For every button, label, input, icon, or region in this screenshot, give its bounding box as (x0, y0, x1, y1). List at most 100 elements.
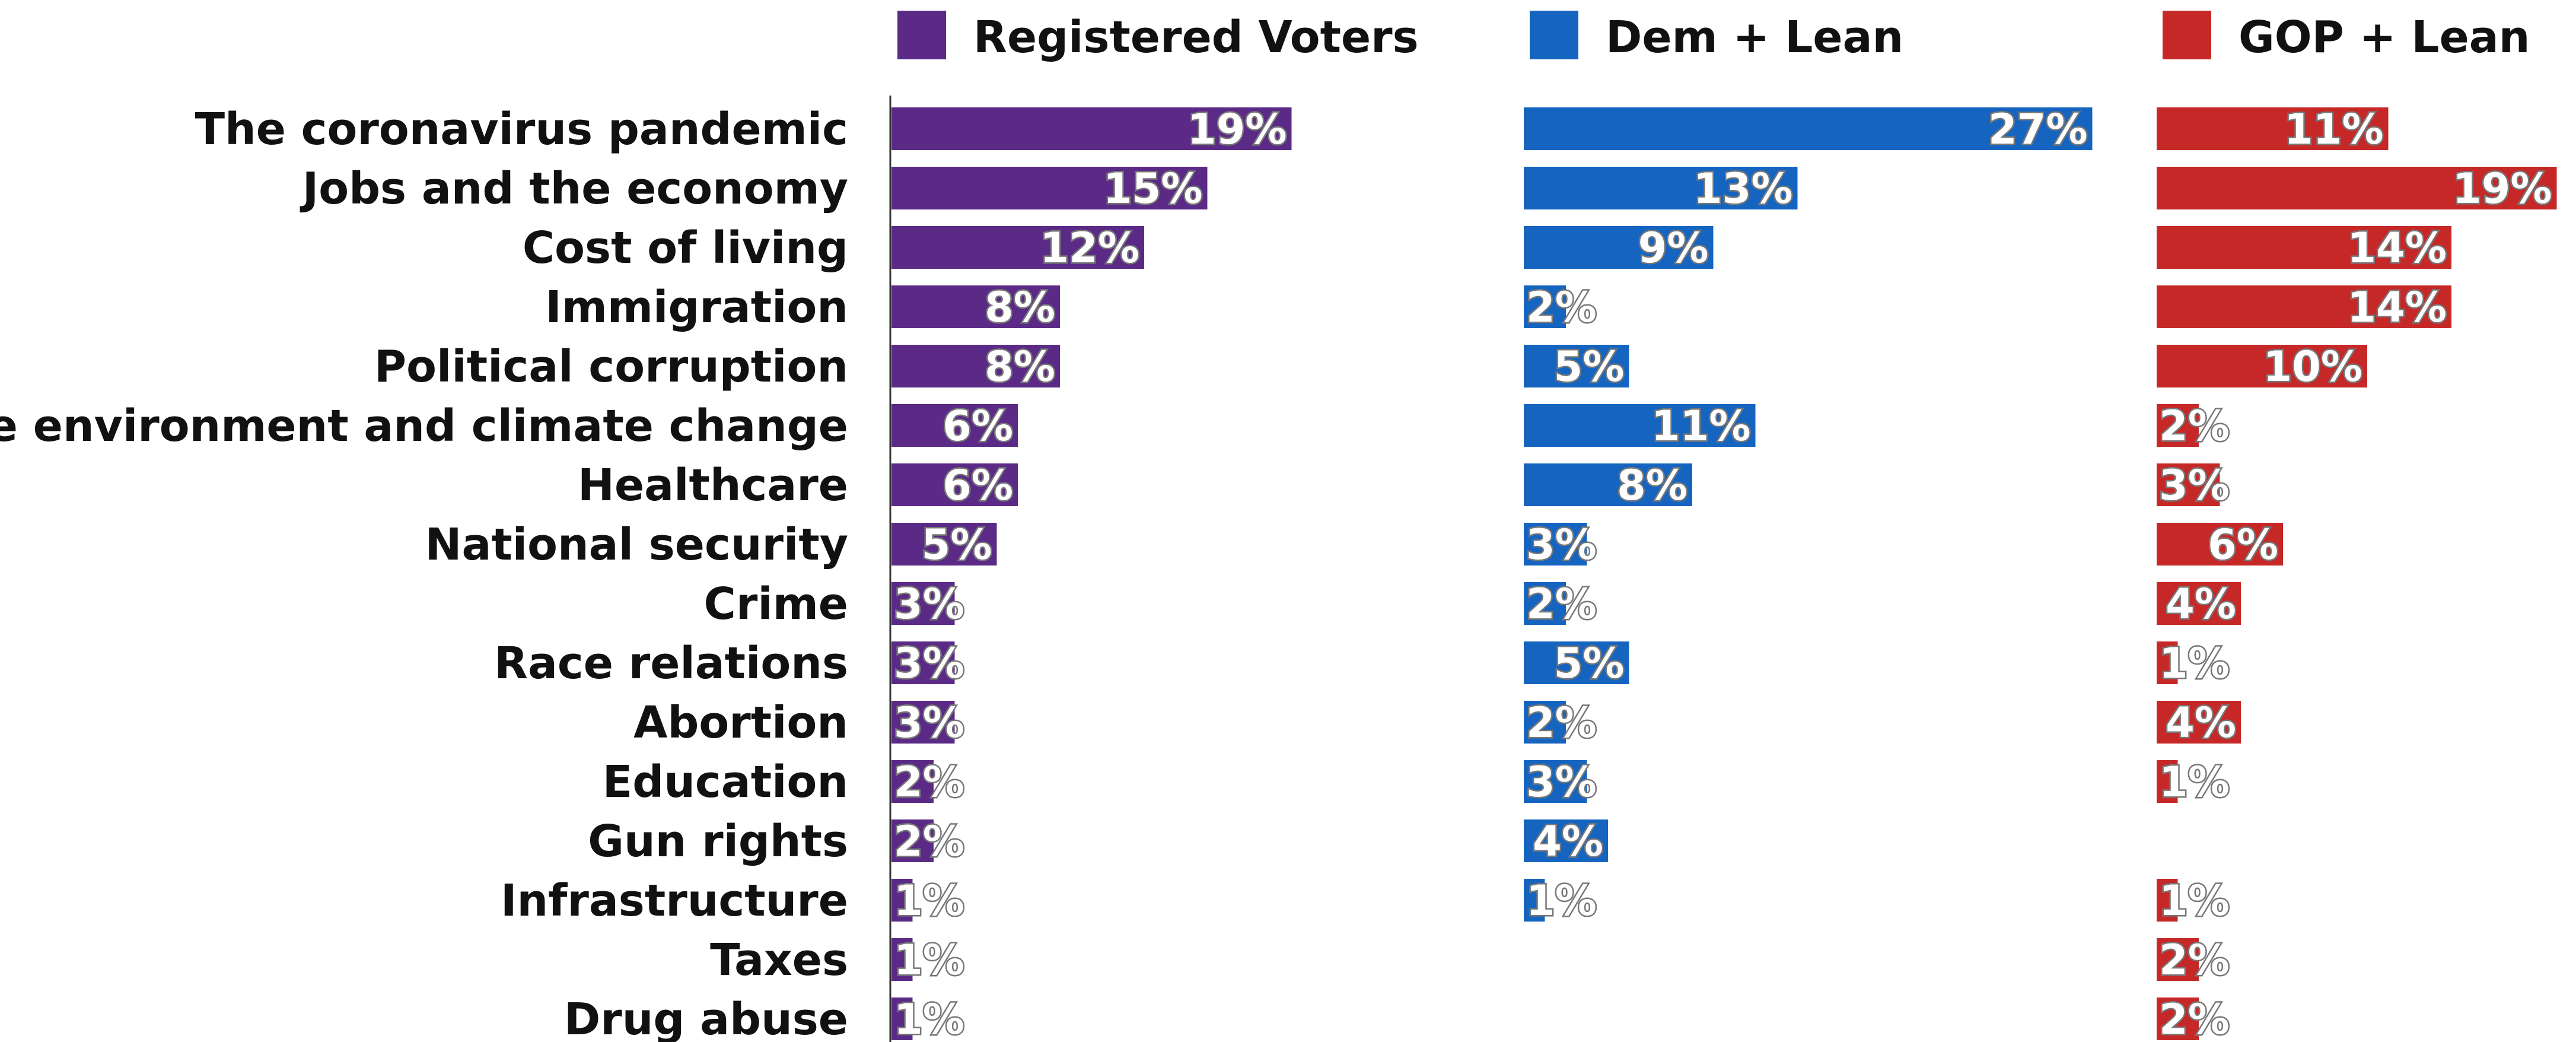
bar (891, 167, 1208, 209)
data-label: 1% (894, 995, 964, 1042)
data-label: 6% (2208, 520, 2278, 569)
bar (1524, 641, 1629, 684)
bar (1524, 226, 1714, 269)
legend-label: Registered Voters (973, 12, 1419, 63)
data-label: 8% (985, 283, 1055, 332)
data-label: 2% (894, 758, 964, 806)
category-label: Political corruption (374, 341, 848, 392)
bar (891, 701, 955, 744)
data-label: 2% (2159, 936, 2230, 984)
bar (1524, 879, 1545, 922)
bar (2157, 641, 2178, 684)
data-label: 2% (1526, 698, 1597, 747)
bar (2157, 404, 2199, 447)
data-label: 1% (2159, 758, 2230, 806)
category-label: Cost of living (523, 223, 848, 274)
bar (891, 582, 955, 625)
legend-swatch (897, 11, 946, 59)
bar (2157, 167, 2557, 209)
category-label: Immigration (545, 282, 848, 333)
bar (1524, 345, 1629, 387)
data-label: 3% (2159, 461, 2230, 510)
data-label: 5% (1554, 342, 1625, 391)
bar (891, 226, 1144, 269)
data-label: 1% (2159, 639, 2230, 688)
data-label: 1% (2159, 876, 2230, 925)
category-label: The coronavirus pandemic (195, 104, 848, 155)
data-label: 6% (942, 402, 1013, 450)
data-label: 19% (2453, 164, 2552, 213)
bar (2157, 582, 2241, 625)
bar (891, 879, 913, 922)
category-label: The environment and climate change (0, 401, 848, 452)
bar (2157, 760, 2178, 803)
category-label: Drug abuse (564, 994, 848, 1042)
bar (891, 285, 1060, 328)
data-label: 2% (894, 817, 964, 866)
bar (1524, 107, 2093, 150)
data-label: 6% (942, 461, 1013, 510)
data-label: 2% (1526, 283, 1597, 332)
data-label: 1% (894, 936, 964, 984)
category-label: Race relations (494, 638, 848, 689)
data-label: 5% (922, 520, 992, 569)
data-label: 3% (1526, 520, 1597, 569)
legend-swatch (1530, 11, 1578, 59)
bar (2157, 997, 2199, 1040)
bar (1524, 582, 1566, 625)
data-label: 8% (1617, 461, 1687, 510)
data-label: 3% (894, 580, 964, 628)
bar (891, 404, 1018, 447)
bar (891, 463, 1018, 506)
data-label: 15% (1103, 164, 1203, 213)
category-label: Taxes (710, 935, 848, 986)
bar (2157, 345, 2367, 387)
bar (2157, 523, 2283, 566)
data-label: 1% (894, 876, 964, 925)
data-label: 3% (1526, 758, 1597, 806)
bar (2157, 285, 2451, 328)
bar (1524, 701, 1566, 744)
bar (1524, 463, 1692, 506)
data-label: 2% (2159, 995, 2230, 1042)
category-label: Crime (704, 579, 848, 630)
legend-label: Dem + Lean (1606, 12, 1903, 63)
category-label: Gun rights (588, 816, 848, 867)
data-label: 4% (2166, 580, 2236, 628)
bar (891, 938, 913, 981)
bar (1524, 819, 1608, 862)
bar (891, 819, 934, 862)
data-label: 13% (1693, 164, 1793, 213)
data-label: 9% (1638, 224, 1709, 272)
bar (891, 107, 1292, 150)
bar (891, 641, 955, 684)
data-label: 5% (1554, 639, 1625, 688)
data-label: 14% (2347, 224, 2447, 272)
legend-swatch (2163, 11, 2211, 59)
data-label: 2% (2159, 402, 2230, 450)
category-label: Abortion (633, 697, 848, 748)
bar (891, 523, 997, 566)
bar (2157, 226, 2451, 269)
bar (2157, 701, 2241, 744)
bar (1524, 523, 1587, 566)
bar (1524, 760, 1587, 803)
data-label: 3% (894, 639, 964, 688)
category-label: Healthcare (578, 460, 848, 511)
category-label: Education (603, 757, 848, 808)
data-label: 27% (1988, 105, 2088, 154)
data-label: 3% (894, 698, 964, 747)
category-label: Jobs and the economy (300, 163, 848, 214)
bar (891, 997, 913, 1040)
data-label: 11% (1651, 402, 1751, 450)
bar (1524, 404, 1756, 447)
data-label: 8% (985, 342, 1055, 391)
bar (1524, 285, 1566, 328)
data-label: 1% (1526, 876, 1597, 925)
category-label: National security (425, 519, 848, 570)
data-label: 4% (2166, 698, 2236, 747)
data-label: 12% (1040, 224, 1139, 272)
bar (2157, 938, 2199, 981)
data-label: 10% (2263, 342, 2362, 391)
data-label: 19% (1187, 105, 1287, 154)
